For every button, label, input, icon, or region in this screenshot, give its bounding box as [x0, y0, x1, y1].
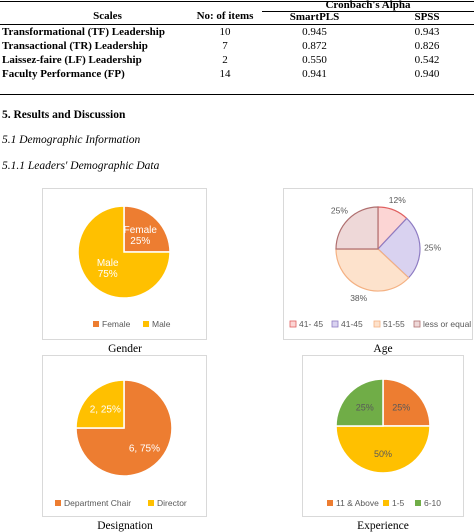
legend-label: 6-10 — [424, 498, 441, 508]
legend-swatch — [289, 320, 297, 328]
pie-data-label: 25% — [392, 403, 410, 413]
legend-label: Female — [102, 319, 131, 329]
gender-pie-chart: Female 25%Male 75% Female Male — [77, 205, 171, 329]
row-spss: 0.940 — [414, 68, 440, 80]
pie-data-label: 25% — [356, 403, 374, 413]
pie-slice-department-chair — [75, 379, 173, 477]
legend-swatch — [327, 500, 333, 506]
reliability-table: Scales No: of items Cronbach's Alpha Sma… — [0, 0, 474, 95]
header-bottom-rule — [0, 24, 474, 25]
designation-pie-chart: 6, 75% 2, 25% Department Chair Director — [55, 379, 187, 508]
legend-label: 1-5 — [392, 498, 405, 508]
legend-swatch — [148, 500, 154, 506]
section-heading: 5. Results and Discussion — [2, 109, 126, 121]
row-smartpls: 0.872 — [302, 40, 327, 52]
row-items: 7 — [222, 40, 228, 52]
row-smartpls: 0.945 — [302, 26, 327, 38]
legend-label: Department Chair — [64, 498, 131, 508]
row-smartpls: 0.550 — [302, 54, 327, 66]
row-items: 14 — [219, 68, 231, 80]
designation-caption: Designation — [97, 520, 153, 532]
legend-swatch — [93, 321, 99, 327]
pie-data-label: Female 25% — [124, 225, 158, 247]
pie-data-label: 38% — [350, 293, 367, 303]
experience-pie-chart: 25% 50% 25% 11 & Above 1-5 6-10 — [327, 378, 441, 508]
legend-swatch — [415, 500, 421, 506]
legend-label: 51-55 — [383, 319, 405, 329]
row-items: 10 — [219, 26, 231, 38]
experience-chart-frame: 25% 50% 25% 11 & Above 1-5 6-10 — [302, 355, 464, 517]
pie-data-label: Male 75% — [97, 258, 119, 280]
row-scale: Transactional (TR) Leadership — [2, 40, 148, 52]
row-scale: Faculty Performance (FP) — [2, 68, 125, 80]
legend-swatch — [55, 500, 61, 506]
legend-label: 41- 45 — [299, 319, 323, 329]
pie-data-label: 25% — [424, 242, 441, 252]
row-spss: 0.943 — [414, 26, 440, 38]
row-spss: 0.826 — [414, 40, 440, 52]
pie-slice-41-45 — [377, 217, 421, 279]
age-caption: Age — [373, 343, 393, 355]
legend-swatch — [383, 500, 389, 506]
pie-slice-51-55 — [335, 248, 410, 292]
row-scale: Transformational (TF) Leadership — [2, 26, 165, 38]
pie-slice-director — [75, 379, 125, 429]
row-spss: 0.542 — [414, 54, 440, 66]
pie-slice-1-5 — [335, 425, 431, 474]
pie-slice-male — [77, 205, 171, 299]
legend-swatch — [413, 320, 421, 328]
col-header-alpha: Cronbach's Alpha — [325, 0, 411, 11]
gender-caption: Gender — [108, 343, 142, 355]
table-bottom-rule — [0, 94, 474, 95]
col-header-items: No: of items — [196, 10, 254, 22]
pie-data-label: 6, 75% — [129, 443, 160, 454]
experience-caption: Experience — [357, 520, 409, 532]
pie-slice-6-10 — [335, 378, 384, 427]
row-smartpls: 0.941 — [302, 68, 327, 80]
row-items: 2 — [222, 54, 228, 66]
col-header-spss: SPSS — [414, 11, 440, 23]
legend-label: 41-45 — [341, 319, 363, 329]
legend-label: Male — [152, 319, 171, 329]
row-scale: Laissez-faire (LF) Leadership — [2, 54, 142, 66]
alpha-header-rule — [262, 11, 474, 12]
legend-swatch — [331, 320, 339, 328]
col-header-smartpls: SmartPLS — [289, 11, 340, 23]
pie-slice-less-or-equal-to-40 — [335, 206, 379, 250]
pie-data-label: 25% — [331, 205, 348, 215]
pie-data-label: 2, 25% — [90, 404, 121, 415]
legend-label: less or equal to 40 — [423, 319, 472, 329]
designation-chart-frame: 6, 75% 2, 25% Department Chair Director — [42, 355, 207, 517]
gender-chart-frame: Female 25% Male 75% Female Male — [42, 188, 207, 340]
pie-data-label: 12% — [389, 195, 406, 205]
legend-label: 11 & Above — [336, 498, 379, 508]
table-top-rule — [0, 1, 474, 2]
pie-slice-11-above — [382, 378, 431, 427]
legend-label: Director — [157, 498, 187, 508]
subsection-heading: 5.1 Demographic Information — [2, 134, 141, 146]
pie-slice-female — [123, 205, 171, 253]
pie-data-label: 50% — [374, 449, 392, 459]
subsubsection-heading: 5.1.1 Leaders' Demographic Data — [2, 160, 160, 172]
age-chart-frame: 12% 25% 38% 25% 41- 45 41-45 51-55 less or equa… — [283, 188, 474, 340]
legend-swatch — [373, 320, 381, 328]
legend-swatch — [143, 321, 149, 327]
col-header-scales: Scales — [93, 10, 122, 22]
age-pie-chart: 12% 25% 38% 25% 41- 45 41-45 51-55 less or equa… — [289, 195, 474, 329]
